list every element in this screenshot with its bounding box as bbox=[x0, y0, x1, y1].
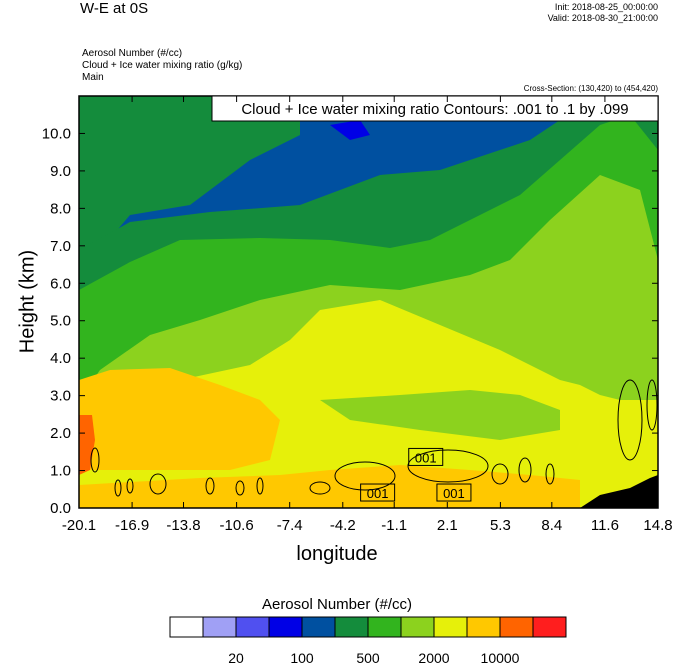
aerosol-field bbox=[79, 96, 658, 508]
contour-info-box bbox=[211, 95, 659, 122]
x-tick-label: -1.1 bbox=[381, 517, 407, 534]
axes: -20.1 -16.9 -13.8 -10.6 -7.4 -4.2 -1.1 2.1 5.3 8.… bbox=[42, 96, 673, 534]
colorbar-swatch bbox=[202, 616, 237, 638]
x-tick-label: 11.6 bbox=[591, 517, 619, 534]
variable-label-cloud: Cloud + Ice water mixing ratio (g/kg) bbox=[82, 60, 243, 71]
contour-label: 001 bbox=[415, 450, 437, 465]
x-tick-label: -16.9 bbox=[115, 517, 149, 534]
colorbar-label: 500 bbox=[356, 650, 380, 666]
y-axis-label: Height (km) bbox=[16, 249, 39, 354]
init-time: Init: 2018-08-25_00:00:00 bbox=[554, 2, 658, 12]
x-tick-label: -4.2 bbox=[330, 517, 356, 534]
contour-label: 001 bbox=[367, 486, 389, 501]
x-tick-label: 2.1 bbox=[437, 517, 458, 534]
y-tick-label: 8.0 bbox=[50, 200, 71, 217]
x-axis-label: longitude bbox=[296, 543, 378, 565]
colorbar-swatch bbox=[334, 616, 369, 638]
contour-label: 001 bbox=[443, 486, 465, 501]
x-tick-label: 14.8 bbox=[643, 517, 672, 534]
colorbar-swatch bbox=[301, 616, 336, 638]
field-band-orange-surface bbox=[79, 470, 330, 508]
contour-label-box bbox=[408, 447, 444, 466]
field-band-green-upper-left bbox=[79, 96, 300, 250]
colorbar-label: 2000 bbox=[418, 650, 449, 666]
cross-section-label: Cross-Section: (130,420) to (454,420) bbox=[523, 84, 658, 93]
y-tick-label: 5.0 bbox=[50, 313, 71, 330]
x-tick-label: -7.4 bbox=[277, 517, 303, 534]
y-tick-label: 10.0 bbox=[42, 125, 71, 142]
y-tick-label: 1.0 bbox=[50, 463, 71, 480]
colorbar-swatch bbox=[169, 616, 204, 638]
plot-title: W-E at 0S bbox=[80, 0, 149, 17]
x-tick-label: -13.8 bbox=[166, 517, 200, 534]
colorbar-swatch bbox=[433, 616, 468, 638]
field-band-orange bbox=[79, 368, 280, 470]
x-tick-label: -20.1 bbox=[62, 517, 96, 534]
x-tick-label: -10.6 bbox=[220, 517, 254, 534]
colorbar-label: 100 bbox=[290, 650, 314, 666]
contour-labels: 001 001 001 bbox=[360, 447, 472, 502]
colorbar-swatch bbox=[268, 616, 303, 638]
colorbar-label: 20 bbox=[228, 650, 244, 666]
colorbar-swatch bbox=[400, 616, 435, 638]
y-tick-label: 7.0 bbox=[50, 238, 71, 255]
colorbar-swatch bbox=[466, 616, 501, 638]
colorbar-title: Aerosol Number (#/cc) bbox=[261, 596, 413, 613]
y-tick-label: 6.0 bbox=[50, 275, 71, 292]
domain-label: Main bbox=[82, 72, 104, 83]
colorbar-swatch bbox=[367, 616, 402, 638]
y-tick-label: 4.0 bbox=[50, 350, 71, 367]
colorbar-swatch bbox=[532, 616, 567, 638]
colorbar: 20 100 500 2000 10000 bbox=[169, 616, 567, 666]
colorbar-swatch bbox=[235, 616, 270, 638]
valid-time: Valid: 2018-08-30_21:00:00 bbox=[547, 13, 658, 23]
x-tick-label: 8.4 bbox=[541, 517, 562, 534]
x-tick-label: 5.3 bbox=[490, 517, 511, 534]
cloud-contours bbox=[90, 379, 658, 497]
terrain-black bbox=[580, 475, 658, 508]
contour-info-text: Cloud + Ice water mixing ratio Contours:… bbox=[241, 101, 628, 118]
field-patch-lightgreen-mid bbox=[320, 390, 560, 440]
y-tick-label: 3.0 bbox=[50, 388, 71, 405]
y-tick-label: 9.0 bbox=[50, 163, 71, 180]
contour-label-box bbox=[436, 483, 472, 502]
colorbar-swatch bbox=[499, 616, 534, 638]
field-patch-blue bbox=[330, 120, 370, 140]
colorbar-label: 10000 bbox=[481, 650, 520, 666]
variable-label-aerosol: Aerosol Number (#/cc) bbox=[82, 48, 183, 59]
y-tick-label: 2.0 bbox=[50, 425, 71, 442]
y-tick-label: 0.0 bbox=[50, 500, 71, 517]
contour-label-box bbox=[360, 483, 396, 502]
field-patch-orange-right bbox=[330, 465, 580, 508]
